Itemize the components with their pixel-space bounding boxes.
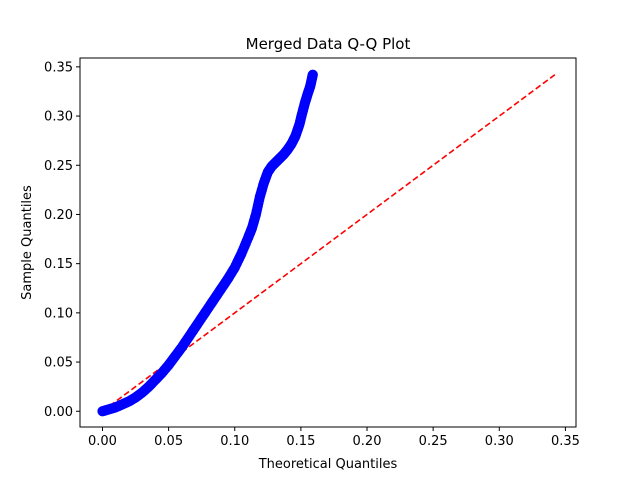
y-tick-label: 0.00 <box>44 405 73 420</box>
y-tick-label: 0.30 <box>44 110 73 125</box>
x-tick-label: 0.10 <box>220 434 249 449</box>
axes-frame <box>79 57 577 428</box>
y-tick-label: 0.10 <box>44 306 73 321</box>
x-tick-label: 0.25 <box>419 434 448 449</box>
x-axis-label: Theoretical Quantiles <box>258 457 398 472</box>
y-axis: 0.00 0.05 0.10 0.15 0.20 0.25 0.30 0.35 <box>44 60 80 420</box>
y-tick-label: 0.20 <box>44 208 73 223</box>
y-tick-label: 0.35 <box>44 60 73 75</box>
y-axis-label: Sample Quantiles <box>20 185 35 300</box>
y-tick-label: 0.05 <box>44 356 73 371</box>
x-tick-label: 0.00 <box>88 434 117 449</box>
x-tick-label: 0.20 <box>353 434 382 449</box>
y-tick-label: 0.15 <box>44 257 73 272</box>
x-tick-label: 0.35 <box>551 434 580 449</box>
x-tick-label: 0.15 <box>286 434 315 449</box>
sample-points-layer <box>97 69 318 417</box>
x-tick-label: 0.30 <box>485 434 514 449</box>
sample-point <box>307 69 318 80</box>
chart-title: Merged Data Q-Q Plot <box>246 35 411 53</box>
x-tick-label: 0.05 <box>154 434 183 449</box>
y-tick-label: 0.25 <box>44 159 73 174</box>
x-axis: 0.00 0.05 0.10 0.15 0.20 0.25 0.30 0.35 <box>88 427 580 449</box>
